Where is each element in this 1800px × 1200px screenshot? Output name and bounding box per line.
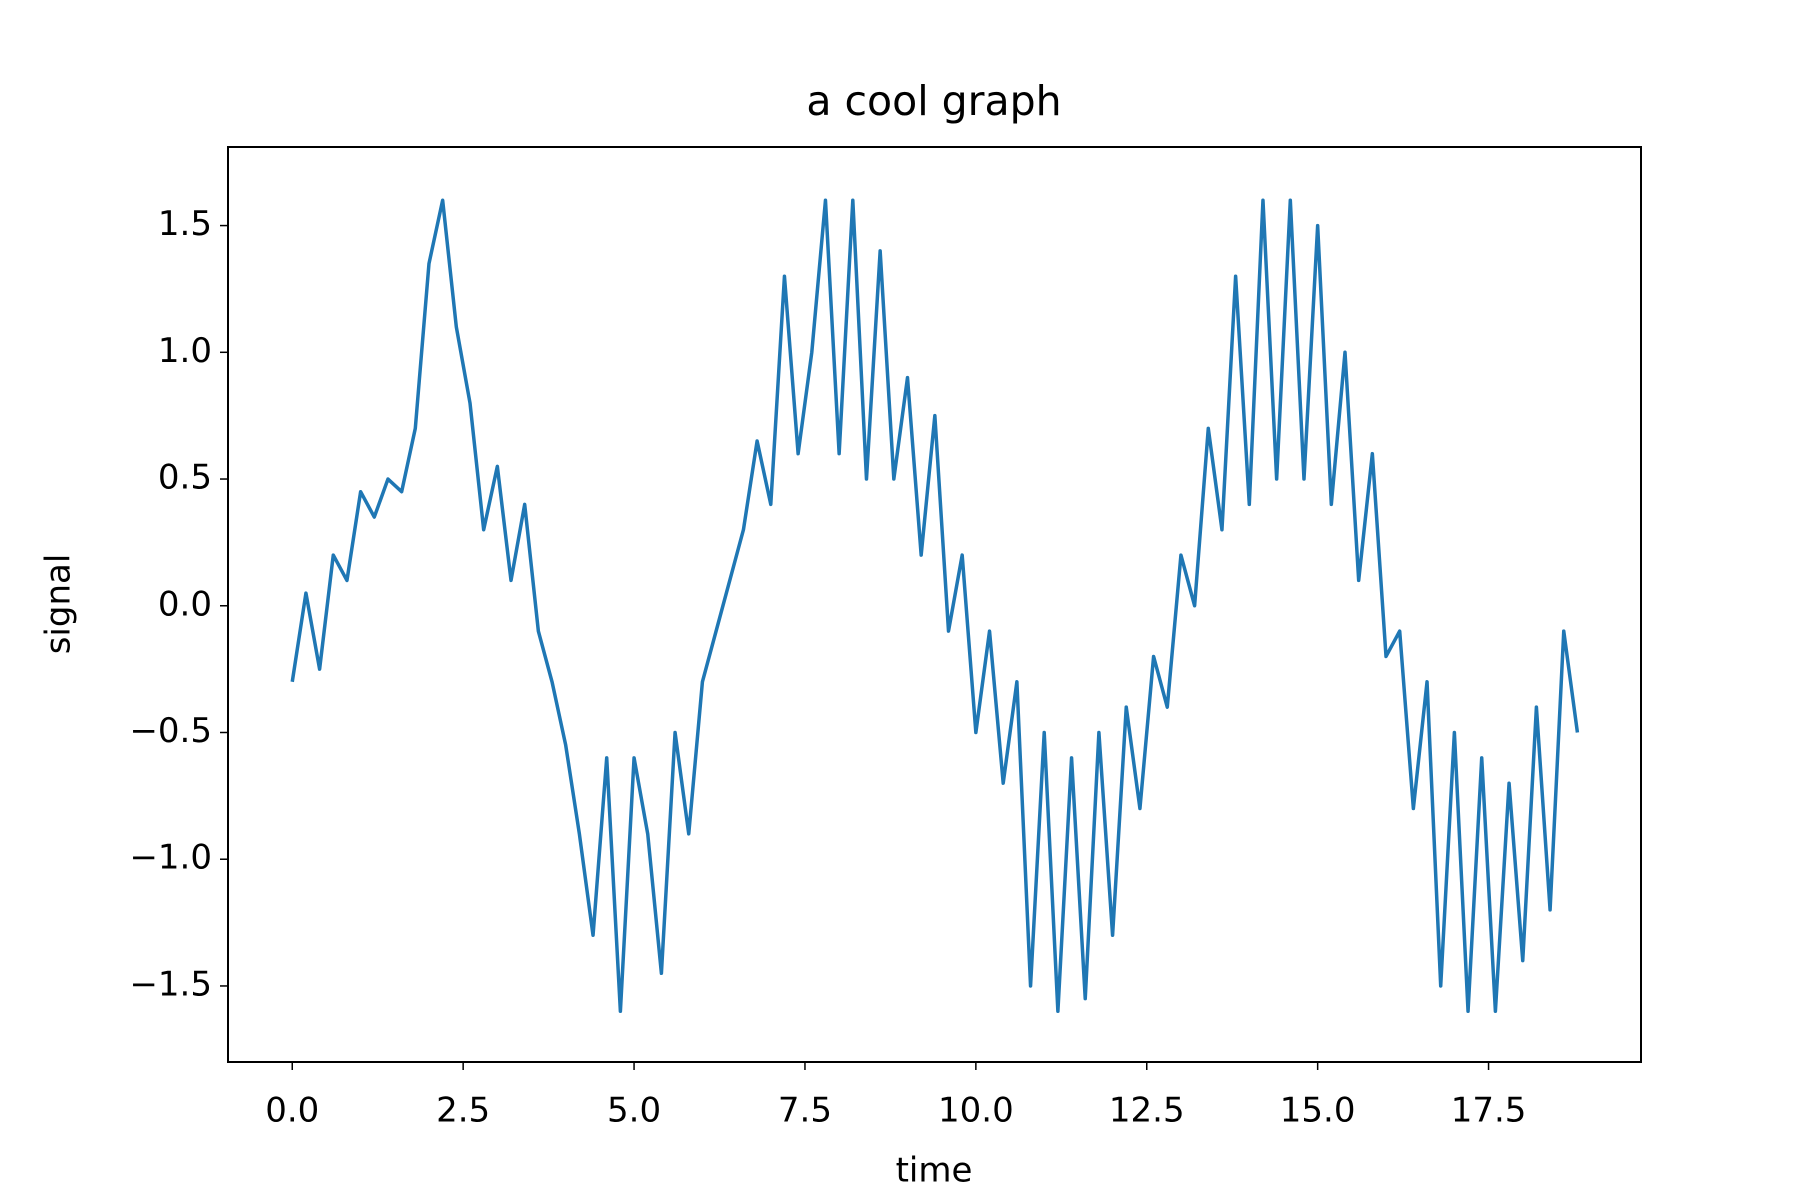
y-axis-label: signal bbox=[39, 554, 79, 655]
x-tick-label: 0.0 bbox=[265, 1091, 319, 1131]
x-tick-label: 12.5 bbox=[1109, 1091, 1185, 1131]
y-tick-label: 0.5 bbox=[158, 458, 212, 498]
y-tick-label: −1.0 bbox=[129, 838, 212, 878]
x-axis-label: time bbox=[896, 1151, 973, 1191]
x-tick-label: 17.5 bbox=[1451, 1091, 1527, 1131]
line bbox=[290, 198, 1580, 1014]
y-tick-label: 1.0 bbox=[158, 331, 212, 371]
x-tick-label: 10.0 bbox=[938, 1091, 1014, 1131]
x-tick-label: 7.5 bbox=[778, 1091, 832, 1131]
y-tick-label: 0.0 bbox=[158, 584, 212, 624]
x-tick-label: 5.0 bbox=[607, 1091, 661, 1131]
x-tick-label: 2.5 bbox=[436, 1091, 490, 1131]
y-tick-label: 1.5 bbox=[158, 204, 212, 244]
y-tick-label: −0.5 bbox=[129, 711, 212, 751]
x-tick-label: 15.0 bbox=[1280, 1091, 1356, 1131]
plot-frame bbox=[227, 146, 1642, 1063]
y-tick-label: −1.5 bbox=[129, 964, 212, 1004]
chart-title: a cool graph bbox=[806, 77, 1061, 125]
